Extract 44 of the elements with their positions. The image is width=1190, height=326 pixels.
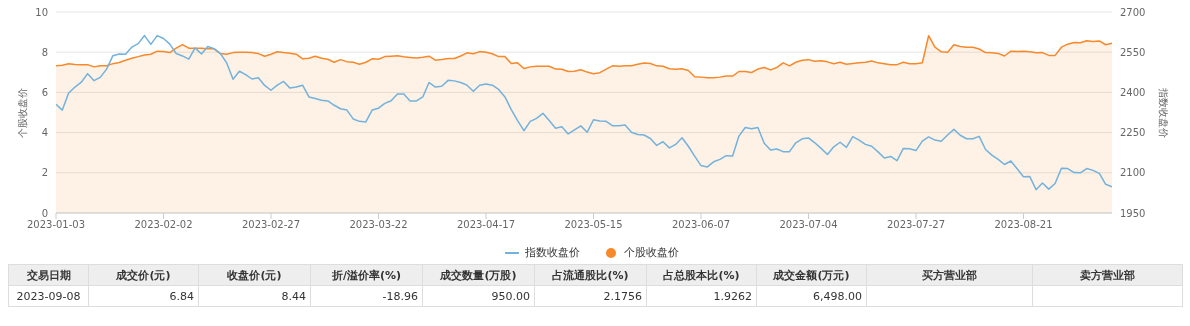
x-tick-label: 2023-05-15 xyxy=(564,219,623,231)
category-label: 占流通股比(%) xyxy=(534,264,647,286)
x-tick-label: 2023-03-22 xyxy=(349,219,408,231)
text: 8.44 xyxy=(281,289,306,303)
y-tick-label: 6 xyxy=(41,86,48,98)
category-label: 成交价(元) xyxy=(88,264,199,286)
category-label: 买方营业部 xyxy=(866,264,1033,286)
text: 950.00 xyxy=(491,289,530,303)
text: 2.1756 xyxy=(603,289,642,303)
text: -18.96 xyxy=(382,289,418,303)
legend-label: 指数收盘价 xyxy=(525,245,580,260)
category-label: 卖方营业部 xyxy=(1032,264,1183,286)
x-tick-label: 2023-06-07 xyxy=(671,219,731,231)
y2-axis-title: 指数收盘价 xyxy=(1158,86,1170,138)
y-tick-label: 4 xyxy=(41,127,48,139)
text: 6,498.00 xyxy=(813,289,862,303)
y2-tick-label: 2250 xyxy=(1120,127,1146,139)
y2-tick-label: 1950 xyxy=(1120,207,1146,219)
y2-tick-label: 2100 xyxy=(1120,167,1146,179)
x-tick-label: 2023-04-17 xyxy=(456,219,516,231)
x-tick-label: 2023-08-21 xyxy=(994,219,1053,231)
y-tick-label: 8 xyxy=(41,46,48,58)
y-tick-label: 2 xyxy=(41,167,48,179)
y2-tick-label: 2400 xyxy=(1120,86,1146,98)
x-tick-label: 2023-02-02 xyxy=(134,219,193,231)
y-tick-label: 0 xyxy=(41,207,48,219)
y2-tick-label: 2550 xyxy=(1120,46,1146,58)
y-tick-label: 10 xyxy=(35,6,48,18)
text: 6.84 xyxy=(169,289,194,303)
x-tick-label: 2023-07-04 xyxy=(779,219,838,231)
category-label: 折/溢价率(%) xyxy=(310,264,423,286)
category-label: 成交金额(万元) xyxy=(756,264,867,286)
text: 2023-09-08 xyxy=(16,289,81,303)
text: 1.9262 xyxy=(713,289,752,303)
x-tick-label: 2023-07-27 xyxy=(886,219,946,231)
y2-tick-label: 2700 xyxy=(1120,6,1146,18)
category-label: 交易日期 xyxy=(8,264,89,286)
x-tick-label: 2023-02-27 xyxy=(241,219,301,231)
y-axis-title: 个股收盘价 xyxy=(16,87,28,138)
x-tick-label: 2023-01-03 xyxy=(26,219,86,231)
category-label: 成交数量(万股) xyxy=(422,264,535,286)
legend-label: 个股收盘价 xyxy=(624,245,679,260)
category-label: 占总股本比(%) xyxy=(646,264,757,286)
category-label: 收盘价(元) xyxy=(198,264,311,286)
